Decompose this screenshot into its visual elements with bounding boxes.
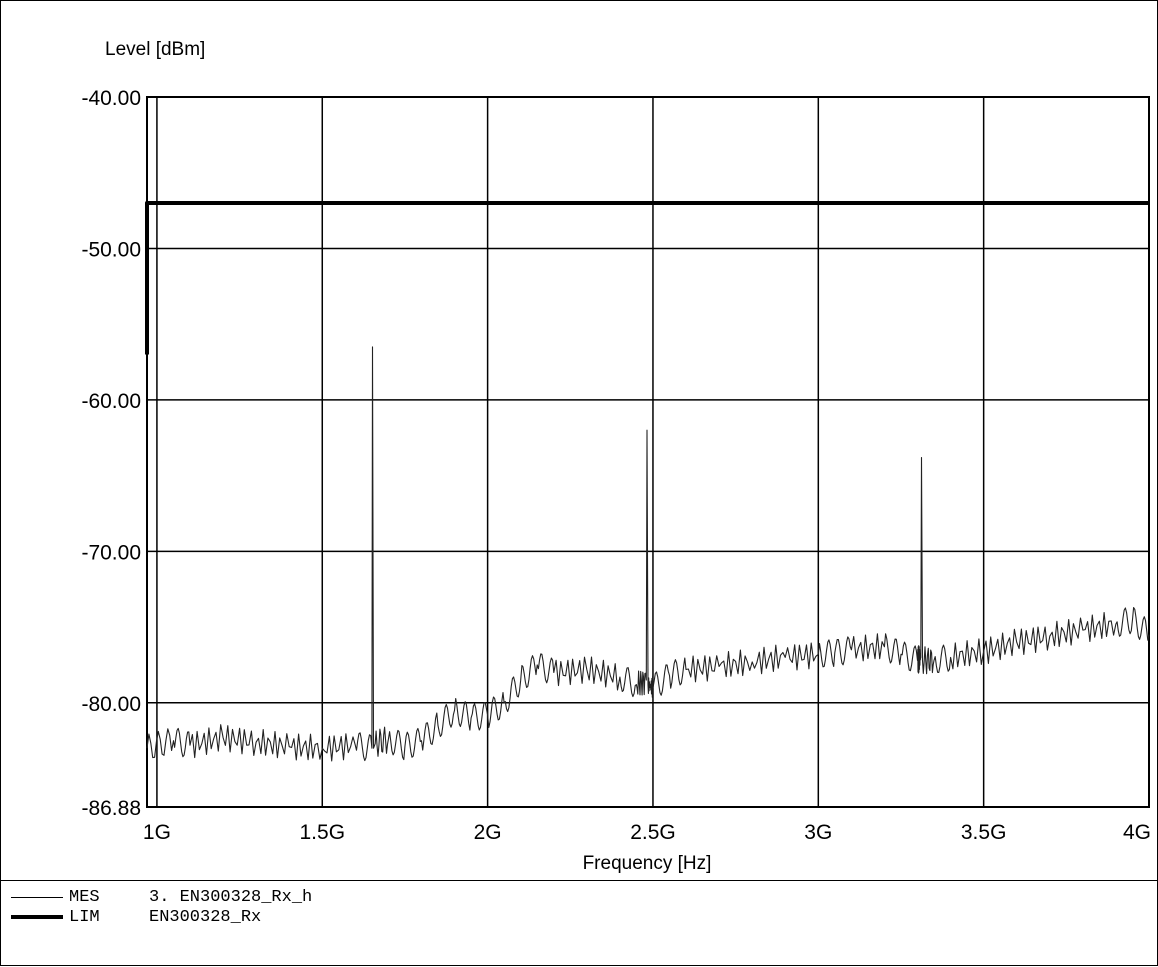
legend-line-thin (11, 896, 63, 898)
x-tick-label: 4G (1123, 821, 1151, 844)
legend-tag: MES (69, 887, 100, 907)
y-axis-label: Level [dBm] (105, 39, 205, 60)
legend-row-mes: MES 3. EN300328_Rx_h (11, 887, 312, 907)
legend-tag: LIM (69, 907, 100, 927)
x-tick-label: 1G (143, 821, 171, 844)
x-tick-label: 1.5G (300, 821, 346, 844)
y-tick-label: -70.00 (81, 541, 141, 564)
y-tick-label: -40.00 (81, 87, 141, 110)
legend: MES 3. EN300328_Rx_h LIM EN300328_Rx (1, 880, 1157, 967)
x-tick-label: 2.5G (630, 821, 676, 844)
x-tick-label: 3G (804, 821, 832, 844)
y-tick-label: -60.00 (81, 390, 141, 413)
series-line-mes (146, 346, 1150, 762)
y-tick-label: -86.88 (81, 797, 141, 820)
y-tick-label: -80.00 (81, 693, 141, 716)
chart-plot: Level [dBm] -40.00 -50.00 -60.00 -70.00 -80.… (81, 39, 1151, 874)
x-tick-label: 3.5G (961, 821, 1007, 844)
legend-text: 3. EN300328_Rx_h (149, 887, 313, 907)
x-axis-label: Frequency [Hz] (583, 853, 712, 874)
y-tick-label: -50.00 (81, 238, 141, 261)
x-tick-label: 2G (474, 821, 502, 844)
legend-row-lim: LIM EN300328_Rx (11, 907, 261, 927)
legend-text: EN300328_Rx (149, 907, 262, 927)
legend-line-thick (11, 915, 63, 919)
plot-border (146, 96, 1150, 808)
series-line-lim (145, 201, 1149, 355)
